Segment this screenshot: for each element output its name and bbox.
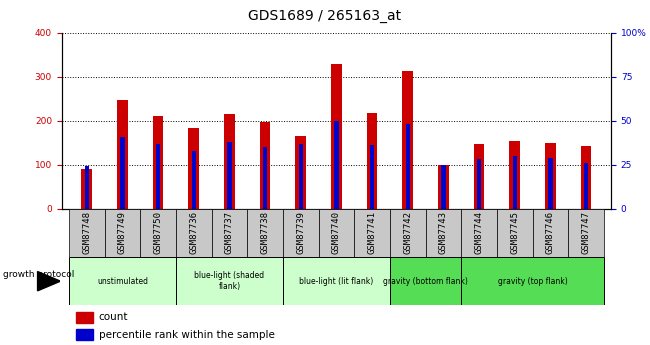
Bar — [140, 209, 176, 257]
Text: GSM87740: GSM87740 — [332, 211, 341, 254]
Bar — [426, 209, 461, 257]
Bar — [510, 140, 520, 209]
Bar — [568, 209, 604, 257]
Text: GSM87744: GSM87744 — [474, 211, 484, 254]
Bar — [192, 151, 196, 209]
Bar — [295, 136, 306, 209]
Text: count: count — [99, 313, 128, 322]
Text: gravity (bottom flank): gravity (bottom flank) — [383, 277, 468, 286]
Bar — [76, 312, 93, 323]
Bar — [81, 169, 92, 209]
Bar — [298, 144, 303, 209]
Text: GSM87746: GSM87746 — [546, 211, 555, 254]
Bar — [263, 147, 267, 209]
Bar — [532, 209, 568, 257]
Bar — [69, 209, 105, 257]
Bar — [441, 165, 445, 209]
Bar — [120, 137, 125, 209]
Text: GSM87739: GSM87739 — [296, 211, 306, 254]
Bar — [227, 142, 231, 209]
Text: GDS1689 / 265163_at: GDS1689 / 265163_at — [248, 9, 402, 23]
Bar — [153, 116, 163, 209]
Text: gravity (top flank): gravity (top flank) — [498, 277, 567, 286]
Bar — [318, 209, 354, 257]
Text: GSM87743: GSM87743 — [439, 211, 448, 254]
Bar — [513, 156, 517, 209]
Text: percentile rank within the sample: percentile rank within the sample — [99, 330, 274, 339]
Bar — [117, 100, 128, 209]
Bar — [390, 209, 426, 257]
Bar — [580, 146, 592, 209]
Text: blue-light (shaded
flank): blue-light (shaded flank) — [194, 272, 265, 291]
Bar — [474, 144, 484, 209]
Bar — [176, 209, 211, 257]
Bar — [224, 114, 235, 209]
Text: GSM87747: GSM87747 — [582, 211, 591, 254]
Polygon shape — [38, 272, 60, 291]
Bar — [406, 124, 410, 209]
Text: GSM87742: GSM87742 — [403, 211, 412, 254]
Bar — [84, 167, 89, 209]
Bar — [76, 329, 93, 340]
Bar — [545, 143, 556, 209]
Bar — [497, 209, 532, 257]
Bar — [370, 145, 374, 209]
Bar — [105, 209, 140, 257]
Bar — [548, 158, 552, 209]
Text: GSM87748: GSM87748 — [82, 211, 91, 254]
Bar — [331, 65, 342, 209]
Bar — [247, 209, 283, 257]
Text: blue-light (lit flank): blue-light (lit flank) — [299, 277, 374, 286]
Bar — [367, 113, 378, 209]
Bar — [438, 165, 448, 209]
Text: unstimulated: unstimulated — [97, 277, 148, 286]
Bar — [334, 121, 339, 209]
Text: GSM87738: GSM87738 — [261, 211, 270, 254]
Bar — [176, 257, 283, 305]
Bar — [283, 257, 390, 305]
Text: GSM87736: GSM87736 — [189, 211, 198, 254]
Bar — [354, 209, 390, 257]
Bar — [188, 128, 199, 209]
Bar — [390, 257, 462, 305]
Bar — [477, 159, 481, 209]
Bar — [260, 122, 270, 209]
Bar — [462, 209, 497, 257]
Bar — [156, 144, 160, 209]
Text: growth protocol: growth protocol — [3, 270, 75, 279]
Bar — [283, 209, 318, 257]
Text: GSM87745: GSM87745 — [510, 211, 519, 254]
Bar — [584, 163, 588, 209]
Bar — [211, 209, 247, 257]
Bar — [69, 257, 176, 305]
Text: GSM87741: GSM87741 — [367, 211, 376, 254]
Text: GSM87750: GSM87750 — [153, 211, 162, 254]
Bar — [462, 257, 604, 305]
Text: GSM87737: GSM87737 — [225, 211, 234, 254]
Text: GSM87749: GSM87749 — [118, 211, 127, 254]
Bar — [402, 71, 413, 209]
